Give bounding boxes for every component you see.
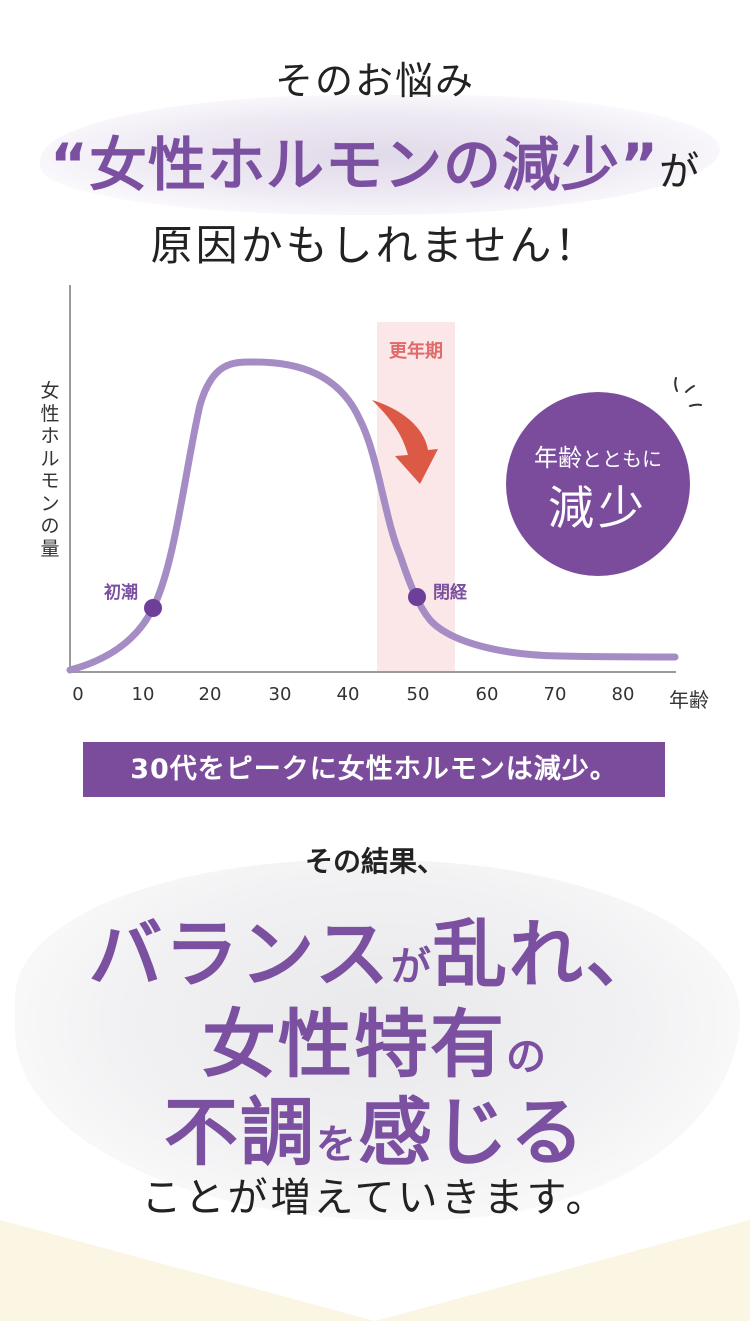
y-axis-label-char: ル — [40, 447, 60, 470]
badge-line2: 減少 — [548, 481, 648, 535]
y-axis-label-char: モ — [40, 470, 60, 492]
decline-arrow-icon — [372, 400, 438, 484]
x-axis-label: 年齢 — [669, 688, 709, 712]
watercolor-background-result — [15, 860, 740, 1220]
x-tick-label: 40 — [336, 684, 360, 705]
result-line-4: ことが増えていきます。 — [141, 1175, 609, 1221]
main-heading-highlight: “女性ホルモンの減少” — [49, 131, 660, 199]
sub-heading: 原因かもしれません！ — [150, 221, 600, 270]
result-line-3-b: を — [316, 1122, 358, 1168]
decrease-badge: 年齢とともに 減少 — [506, 392, 690, 576]
result-line-2-a: 女性特有 — [202, 1002, 506, 1088]
x-tick-label: 10 — [131, 684, 155, 705]
result-line-1-b: が — [390, 944, 433, 990]
x-tick-label: 20 — [198, 684, 222, 705]
x-tick-label: 70 — [543, 684, 567, 705]
result-intro: その結果、 — [304, 845, 445, 878]
y-axis-label: 女 性 ホ ル モ ン の 量 — [36, 380, 64, 560]
hormone-chart: 女 性 ホ ル モ ン の 量 更年期 初潮 閉経 0 10 20 30 40 … — [36, 285, 709, 712]
x-tick-label: 0 — [72, 684, 84, 705]
intro-heading: そのお悩み — [274, 59, 475, 103]
menarche-point — [144, 599, 162, 617]
watercolor-background — [40, 95, 720, 215]
y-axis-label-char: 女 — [40, 380, 60, 402]
result-line-3-c: 感じる — [358, 1090, 586, 1176]
emphasis-marks-icon — [674, 377, 702, 407]
result-line-3: 不調を感じる — [0, 1073, 750, 1180]
y-axis-label-char: ン — [40, 492, 60, 515]
badge-line1-kana: とともに — [582, 447, 662, 471]
badge-line1-kanji: 年齢 — [534, 444, 582, 472]
y-axis-label-char: ホ — [40, 425, 60, 447]
main-heading-suffix: が — [659, 149, 701, 195]
result-line-1-a: バランス — [88, 912, 391, 998]
result-line-1: バランスが乱れ、 — [0, 895, 750, 1002]
result-line-2: 女性特有の — [0, 985, 750, 1092]
menopause-label: 閉経 — [433, 583, 467, 603]
x-tick-label: 80 — [611, 684, 635, 705]
menopause-period-band — [377, 322, 455, 672]
badge-line1: 年齢とともに — [506, 438, 690, 473]
x-tick-label: 30 — [268, 684, 292, 705]
y-axis-label-char: の — [40, 515, 60, 537]
x-tick-label: 60 — [475, 684, 499, 705]
chart-svg — [66, 285, 702, 674]
hormone-curve — [66, 358, 679, 674]
x-tick-label: 50 — [406, 684, 430, 705]
result-line-1-c: 乱れ、 — [432, 912, 662, 998]
summary-banner: 30代をピークに女性ホルモンは減少。 — [83, 742, 665, 797]
main-heading: “女性ホルモンの減少”が — [0, 118, 750, 202]
y-axis-label-char: 量 — [40, 537, 60, 560]
menopause-point — [408, 588, 426, 606]
result-line-2-b: の — [506, 1034, 548, 1080]
bottom-background — [0, 1220, 750, 1321]
menarche-label: 初潮 — [104, 583, 138, 603]
result-line-3-a: 不調 — [164, 1090, 316, 1176]
y-axis-label-char: 性 — [40, 402, 60, 425]
menopause-period-label: 更年期 — [389, 341, 443, 362]
